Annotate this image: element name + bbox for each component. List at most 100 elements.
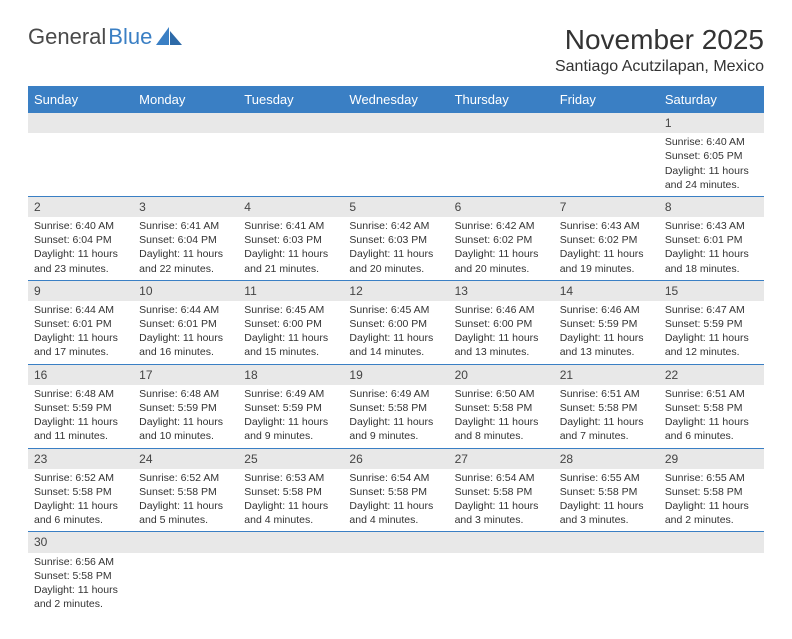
sunrise-text: Sunrise: 6:46 AM — [455, 303, 548, 317]
day-number — [238, 532, 343, 552]
day-number: 3 — [133, 197, 238, 217]
day-content: Sunrise: 6:55 AMSunset: 5:58 PMDaylight:… — [554, 469, 659, 532]
sunset-text: Sunset: 6:05 PM — [665, 149, 758, 163]
sunrise-text: Sunrise: 6:49 AM — [244, 387, 337, 401]
sunset-text: Sunset: 6:01 PM — [139, 317, 232, 331]
sunset-text: Sunset: 6:02 PM — [560, 233, 653, 247]
daylight-line2: and 4 minutes. — [244, 513, 337, 527]
daylight-line1: Daylight: 11 hours — [455, 415, 548, 429]
weekday-sat: Saturday — [659, 86, 764, 113]
month-title: November 2025 — [555, 24, 764, 56]
day-cell: 29Sunrise: 6:55 AMSunset: 5:58 PMDayligh… — [659, 448, 764, 532]
daylight-line1: Daylight: 11 hours — [349, 247, 442, 261]
daylight-line2: and 9 minutes. — [244, 429, 337, 443]
day-number: 19 — [343, 365, 448, 385]
daylight-line1: Daylight: 11 hours — [244, 499, 337, 513]
day-content: Sunrise: 6:45 AMSunset: 6:00 PMDaylight:… — [343, 301, 448, 364]
sunset-text: Sunset: 6:00 PM — [455, 317, 548, 331]
sunrise-text: Sunrise: 6:47 AM — [665, 303, 758, 317]
sunset-text: Sunset: 5:58 PM — [349, 485, 442, 499]
day-cell: 18Sunrise: 6:49 AMSunset: 5:59 PMDayligh… — [238, 364, 343, 448]
day-content: Sunrise: 6:41 AMSunset: 6:03 PMDaylight:… — [238, 217, 343, 280]
daylight-line2: and 23 minutes. — [34, 262, 127, 276]
sunset-text: Sunset: 6:04 PM — [34, 233, 127, 247]
day-number: 6 — [449, 197, 554, 217]
daylight-line2: and 3 minutes. — [560, 513, 653, 527]
weekday-fri: Friday — [554, 86, 659, 113]
daylight-line1: Daylight: 11 hours — [349, 331, 442, 345]
sunrise-text: Sunrise: 6:51 AM — [560, 387, 653, 401]
daylight-line1: Daylight: 11 hours — [139, 415, 232, 429]
day-cell: 8Sunrise: 6:43 AMSunset: 6:01 PMDaylight… — [659, 196, 764, 280]
sunrise-text: Sunrise: 6:52 AM — [139, 471, 232, 485]
day-content: Sunrise: 6:46 AMSunset: 6:00 PMDaylight:… — [449, 301, 554, 364]
daylight-line2: and 20 minutes. — [455, 262, 548, 276]
day-content: Sunrise: 6:44 AMSunset: 6:01 PMDaylight:… — [28, 301, 133, 364]
week-row: 16Sunrise: 6:48 AMSunset: 5:59 PMDayligh… — [28, 364, 764, 448]
sunset-text: Sunset: 5:59 PM — [34, 401, 127, 415]
day-cell: 5Sunrise: 6:42 AMSunset: 6:03 PMDaylight… — [343, 196, 448, 280]
daylight-line2: and 17 minutes. — [34, 345, 127, 359]
sunrise-text: Sunrise: 6:41 AM — [244, 219, 337, 233]
sunrise-text: Sunrise: 6:46 AM — [560, 303, 653, 317]
sunset-text: Sunset: 6:00 PM — [244, 317, 337, 331]
sunrise-text: Sunrise: 6:55 AM — [665, 471, 758, 485]
day-cell: 11Sunrise: 6:45 AMSunset: 6:00 PMDayligh… — [238, 280, 343, 364]
day-cell: 13Sunrise: 6:46 AMSunset: 6:00 PMDayligh… — [449, 280, 554, 364]
daylight-line2: and 12 minutes. — [665, 345, 758, 359]
sunrise-text: Sunrise: 6:56 AM — [34, 555, 127, 569]
day-content: Sunrise: 6:51 AMSunset: 5:58 PMDaylight:… — [554, 385, 659, 448]
day-cell: 20Sunrise: 6:50 AMSunset: 5:58 PMDayligh… — [449, 364, 554, 448]
sunrise-text: Sunrise: 6:48 AM — [139, 387, 232, 401]
day-content: Sunrise: 6:49 AMSunset: 5:58 PMDaylight:… — [343, 385, 448, 448]
daylight-line2: and 13 minutes. — [455, 345, 548, 359]
day-number — [133, 532, 238, 552]
day-number: 11 — [238, 281, 343, 301]
empty-cell — [133, 113, 238, 196]
day-number: 17 — [133, 365, 238, 385]
day-number: 22 — [659, 365, 764, 385]
day-number — [343, 113, 448, 133]
day-cell: 22Sunrise: 6:51 AMSunset: 5:58 PMDayligh… — [659, 364, 764, 448]
day-content: Sunrise: 6:51 AMSunset: 5:58 PMDaylight:… — [659, 385, 764, 448]
sunset-text: Sunset: 5:58 PM — [560, 485, 653, 499]
day-number: 13 — [449, 281, 554, 301]
sunset-text: Sunset: 5:58 PM — [34, 569, 127, 583]
logo-sail-icon — [156, 27, 182, 45]
day-number: 7 — [554, 197, 659, 217]
calendar-body: 1Sunrise: 6:40 AMSunset: 6:05 PMDaylight… — [28, 113, 764, 615]
weekday-wed: Wednesday — [343, 86, 448, 113]
sunset-text: Sunset: 5:58 PM — [349, 401, 442, 415]
sunset-text: Sunset: 5:58 PM — [665, 401, 758, 415]
daylight-line1: Daylight: 11 hours — [139, 247, 232, 261]
sunset-text: Sunset: 5:58 PM — [455, 485, 548, 499]
daylight-line2: and 21 minutes. — [244, 262, 337, 276]
day-content: Sunrise: 6:54 AMSunset: 5:58 PMDaylight:… — [449, 469, 554, 532]
sunrise-text: Sunrise: 6:43 AM — [665, 219, 758, 233]
sunset-text: Sunset: 5:58 PM — [139, 485, 232, 499]
daylight-line2: and 3 minutes. — [455, 513, 548, 527]
sunset-text: Sunset: 5:59 PM — [139, 401, 232, 415]
calendar-table: Sunday Monday Tuesday Wednesday Thursday… — [28, 86, 764, 615]
sunrise-text: Sunrise: 6:54 AM — [455, 471, 548, 485]
sunrise-text: Sunrise: 6:41 AM — [139, 219, 232, 233]
day-content: Sunrise: 6:44 AMSunset: 6:01 PMDaylight:… — [133, 301, 238, 364]
daylight-line2: and 2 minutes. — [34, 597, 127, 611]
sunrise-text: Sunrise: 6:55 AM — [560, 471, 653, 485]
day-content: Sunrise: 6:46 AMSunset: 5:59 PMDaylight:… — [554, 301, 659, 364]
daylight-line2: and 19 minutes. — [560, 262, 653, 276]
daylight-line1: Daylight: 11 hours — [665, 164, 758, 178]
empty-cell — [449, 532, 554, 615]
day-content: Sunrise: 6:40 AMSunset: 6:05 PMDaylight:… — [659, 133, 764, 196]
week-row: 1Sunrise: 6:40 AMSunset: 6:05 PMDaylight… — [28, 113, 764, 196]
daylight-line1: Daylight: 11 hours — [665, 331, 758, 345]
weekday-tue: Tuesday — [238, 86, 343, 113]
sunrise-text: Sunrise: 6:43 AM — [560, 219, 653, 233]
day-number — [554, 532, 659, 552]
day-number: 24 — [133, 449, 238, 469]
daylight-line1: Daylight: 11 hours — [665, 499, 758, 513]
sunrise-text: Sunrise: 6:40 AM — [34, 219, 127, 233]
day-number: 8 — [659, 197, 764, 217]
day-cell: 30Sunrise: 6:56 AMSunset: 5:58 PMDayligh… — [28, 532, 133, 615]
day-cell: 26Sunrise: 6:54 AMSunset: 5:58 PMDayligh… — [343, 448, 448, 532]
